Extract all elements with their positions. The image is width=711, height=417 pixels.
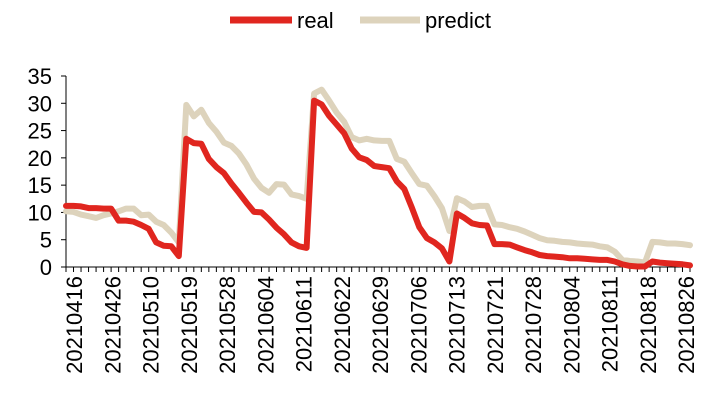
legend: real predict — [230, 8, 491, 33]
y-tick-label: 0 — [40, 255, 52, 280]
x-tick-label: 20210622 — [330, 276, 355, 374]
x-tick-label: 20210416 — [62, 276, 87, 374]
x-tick-label: 20210721 — [483, 276, 508, 374]
x-tick-label: 20210818 — [636, 276, 661, 374]
x-tick-label: 20210826 — [674, 276, 699, 374]
x-tick-label: 20210706 — [406, 276, 431, 374]
x-tick-label: 20210804 — [559, 276, 584, 374]
x-tick-label: 20210713 — [445, 276, 470, 374]
y-tick-label: 10 — [28, 200, 52, 225]
y-tick-label: 15 — [28, 173, 52, 198]
y-tick-label: 35 — [28, 64, 52, 89]
x-tick-label: 20210604 — [253, 276, 278, 374]
y-tick-label: 25 — [28, 119, 52, 144]
x-tick-label: 20210519 — [177, 276, 202, 374]
legend-label-predict: predict — [425, 8, 491, 33]
y-tick-label: 5 — [40, 228, 52, 253]
series-lines — [63, 86, 693, 270]
y-tick-label: 20 — [28, 146, 52, 171]
x-tick-label: 20210510 — [139, 276, 164, 374]
series-line-predict — [63, 86, 693, 266]
legend-label-real: real — [297, 8, 334, 33]
x-tick-label: 20210426 — [100, 276, 125, 374]
series-line-real — [63, 97, 693, 270]
x-tick-label: 20210611 — [292, 276, 317, 372]
x-tick-label: 20210728 — [521, 276, 546, 374]
y-tick-label: 30 — [28, 91, 52, 116]
x-tick-label: 20210629 — [368, 276, 393, 374]
x-tick-label: 20210811 — [598, 276, 623, 372]
x-tick-label: 20210528 — [215, 276, 240, 374]
